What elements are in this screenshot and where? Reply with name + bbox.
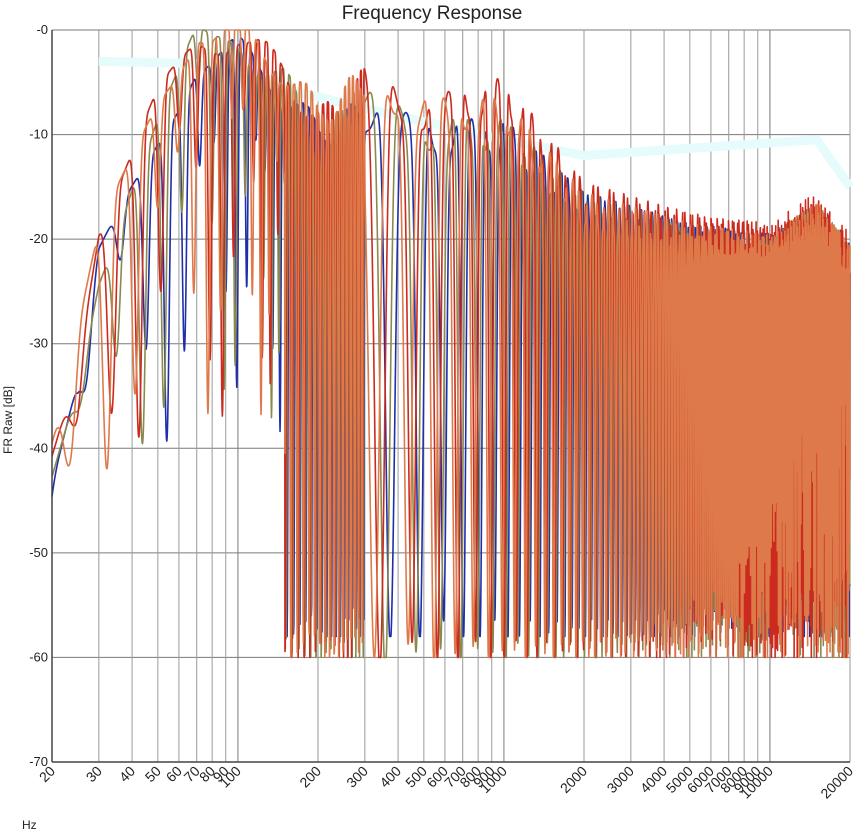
- y-tick-label-5: -50: [29, 545, 48, 560]
- y-tick-label-7: -70: [29, 754, 48, 769]
- x-tick-label-19: 3000: [604, 763, 637, 796]
- x-tick-label-2: 40: [116, 763, 138, 785]
- y-tick-label-2: -20: [29, 231, 48, 246]
- x-tick-label-1: 30: [83, 763, 105, 785]
- chart-title: Frequency Response: [342, 3, 523, 24]
- x-tick-label-20: 4000: [637, 763, 670, 796]
- x-axis-label: Hz: [22, 818, 37, 832]
- x-tick-label-11: 400: [376, 763, 404, 791]
- x-tick-label-10: 300: [343, 763, 371, 791]
- x-tick-label-9: 200: [296, 763, 324, 791]
- series-line-3: [51, 29, 851, 659]
- y-tick-label-4: -40: [29, 440, 48, 455]
- y-tick-label-3: -30: [29, 336, 48, 351]
- y-tick-labels: -0 -10 -20 -30 -40 -50 -60 -70: [29, 22, 48, 769]
- x-tick-label-27: 20000: [817, 763, 856, 802]
- series-layer: [51, 29, 851, 659]
- y-tick-label-6: -60: [29, 649, 48, 664]
- y-axis-label: FR Raw [dB]: [1, 386, 15, 454]
- x-tick-label-18: 2000: [557, 763, 590, 796]
- y-tick-label-1: -10: [29, 127, 48, 142]
- y-tick-label-0: -0: [36, 22, 48, 37]
- x-tick-label-3: 50: [142, 763, 164, 785]
